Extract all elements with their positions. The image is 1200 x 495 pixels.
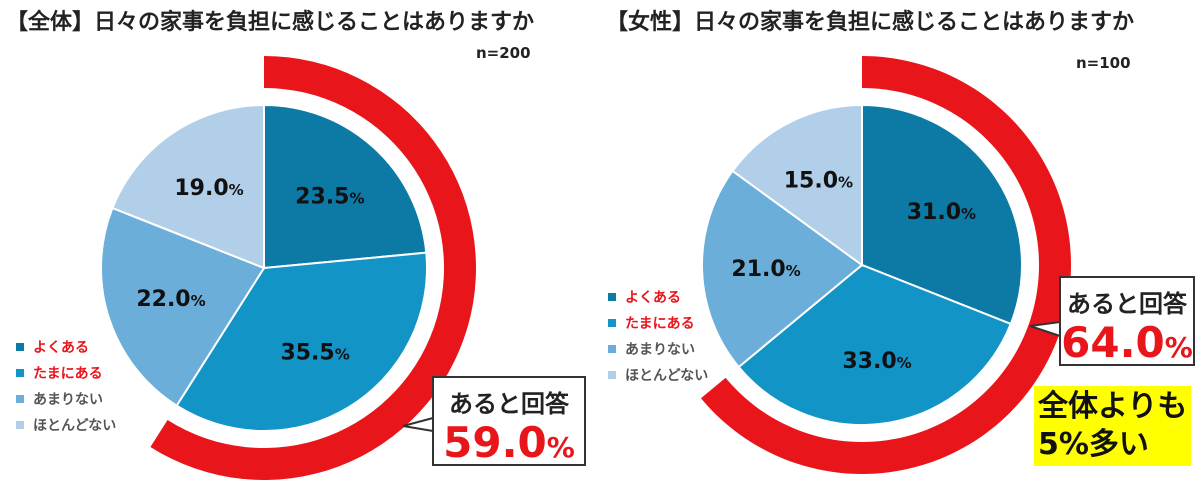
callout-label: あると回答 [449,390,569,418]
pie-slice-often [263,103,428,270]
highlight-line-2: 5%多い [1038,427,1149,462]
legend-item-often: よくある [16,334,116,360]
legend-swatch-rarely [16,395,24,403]
slice-value-label-never: 15.0% [784,168,853,193]
legend-label-sometimes: たまにある [33,366,103,382]
slice-value-label-sometimes: 33.0% [842,349,911,374]
legend-item-never: ほとんどない [16,412,116,438]
legend-item-often: よくある [608,284,708,310]
callout-pointer [1029,321,1061,337]
slice-value-label-rarely: 21.0% [731,257,800,282]
callout-box: あると回答 64.0% [1059,276,1195,367]
legend-label-never: ほとんどない [33,418,117,434]
chart-title: 【女性】日々の家事を負担に感じることはありますか [606,10,1135,35]
pie-slice-rarely [701,169,864,369]
slice-value-label-rarely: 22.0% [136,287,205,312]
legend-label-never: ほとんどない [625,368,709,384]
chart-panel-overall: 【全体】日々の家事を負担に感じることはありますか n=200 23.5% 35.5… [6,10,586,480]
callout-number: 59.0 [443,418,547,467]
legend: よくある たまにある あまりない ほとんどない [608,284,708,388]
legend-swatch-never [16,421,24,429]
callout-pointer [402,417,434,432]
legend-item-rarely: あまりない [16,386,116,412]
legend-item-never: ほとんどない [608,362,708,388]
pie-slice-never [731,103,863,267]
chart-title: 【全体】日々の家事を負担に感じることはありますか [6,10,535,35]
pie-slice-sometimes [737,263,1013,426]
legend-label-rarely: あまりない [625,342,695,358]
legend-label-rarely: あまりない [33,392,103,408]
callout-label: あると回答 [1067,290,1187,318]
pie-slice-sometimes [175,251,428,432]
legend-swatch-never [608,371,616,379]
callout-unit: % [546,431,575,464]
answer-arc [150,56,476,480]
legend-label-often: よくある [625,290,681,306]
slice-value-label-often: 23.5% [295,185,364,210]
pie-chart: 31.0% 33.0% 21.0% 15.0% [700,56,1071,474]
legend-item-rarely: あまりない [608,336,708,362]
callout-unit: % [1164,331,1193,364]
pie-slice-never [111,103,265,270]
legend-label-sometimes: たまにある [625,316,695,332]
legend-label-often: よくある [33,340,89,356]
legend-swatch-often [16,343,24,351]
legend-swatch-sometimes [608,319,616,327]
callout-box: あると回答 59.0% [432,376,586,467]
pie-slice-often [861,103,1023,326]
slice-value-label-sometimes: 35.5% [280,340,349,365]
callout-value: 59.0% [434,419,584,472]
sample-size-label: n=200 [476,44,531,62]
legend-swatch-rarely [608,345,616,353]
comparison-highlight: 全体よりも 5%多い [1034,386,1192,466]
legend-item-sometimes: たまにある [16,360,116,386]
sample-size-label: n=100 [1076,54,1131,72]
pie-chart: 23.5% 35.5% 22.0% 19.0% [100,56,476,480]
highlight-line-1: 全体よりも [1038,389,1188,424]
callout-value: 64.0% [1061,319,1193,372]
answer-arc [700,56,1071,474]
chart-panel-female: 【女性】日々の家事を負担に感じることはありますか n=100 31.0% 33.0… [600,0,1200,495]
slice-value-label-often: 31.0% [907,200,976,225]
pie-slice-rarely [100,206,266,408]
callout-number: 64.0 [1061,318,1165,367]
legend: よくある たまにある あまりない ほとんどない [16,334,116,438]
slice-value-label-never: 19.0% [174,176,243,201]
legend-swatch-sometimes [16,369,24,377]
legend-item-sometimes: たまにある [608,310,708,336]
legend-swatch-often [608,293,616,301]
